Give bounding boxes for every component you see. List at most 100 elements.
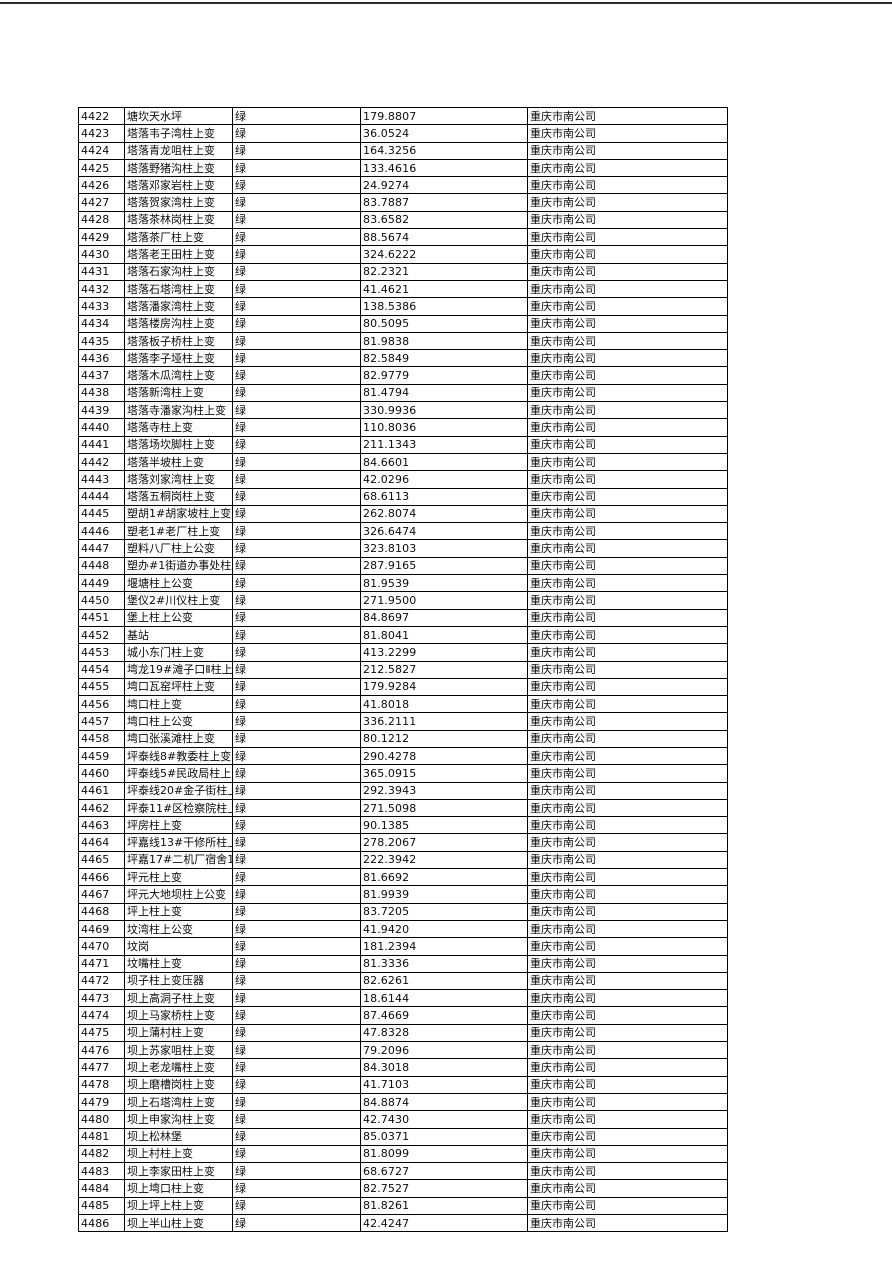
row-name-cell: 塔落邓家岩柱上变 (124, 176, 233, 195)
row-name-cell: 塆口柱上变 (124, 695, 233, 714)
row-state-cell: 绿 (232, 1179, 361, 1198)
row-id-cell: 4447 (78, 539, 125, 558)
row-value-cell: 24.9274 (360, 176, 528, 195)
row-organization-cell: 重庆市南公司 (527, 383, 728, 403)
row-value-cell: 222.3942 (360, 850, 528, 870)
row-id-cell: 4429 (78, 228, 125, 247)
row-state-cell: 绿 (232, 556, 361, 576)
row-state-cell: 绿 (232, 937, 361, 956)
row-value-cell: 79.2096 (360, 1041, 528, 1060)
row-value-cell: 82.6261 (360, 971, 528, 991)
row-organization-cell: 重庆市南公司 (527, 1213, 728, 1233)
row-name-cell: 坝上塆口柱上变 (124, 1179, 233, 1198)
row-id-cell: 4434 (78, 314, 125, 333)
row-name-cell: 塔落李子垭柱上变 (124, 349, 233, 368)
row-value-cell: 47.8328 (360, 1023, 528, 1043)
row-id-cell: 4430 (78, 245, 125, 264)
row-name-cell: 塆口柱上公变 (124, 712, 233, 731)
row-id-cell: 4436 (78, 349, 125, 368)
row-state-cell: 绿 (232, 210, 361, 230)
row-value-cell: 36.0524 (360, 124, 528, 143)
row-organization-cell: 重庆市南公司 (527, 435, 728, 454)
row-organization-cell: 重庆市南公司 (527, 816, 728, 835)
row-organization-cell: 重庆市南公司 (527, 764, 728, 783)
row-id-cell: 4473 (78, 989, 125, 1008)
row-state-cell: 绿 (232, 1162, 361, 1181)
table-row: 4476 坝上苏家咀柱上变绿 79.2096 重庆市南公司 (78, 1041, 728, 1060)
row-value-cell: 81.8261 (360, 1196, 528, 1216)
row-id-cell: 4478 (78, 1075, 125, 1094)
row-value-cell: 83.7887 (360, 193, 528, 212)
row-state-cell: 绿 (232, 954, 361, 973)
row-organization-cell: 重庆市南公司 (527, 902, 728, 921)
row-id-cell: 4432 (78, 279, 125, 299)
row-state-cell: 绿 (232, 885, 361, 904)
records-table: 4422 塘坎天水坪绿 179.8807 重庆市南公司 4423 塔落韦子湾柱上变绿 36.… (78, 106, 728, 1233)
row-name-cell: 塔落青龙咀柱上变 (124, 141, 233, 160)
row-name-cell: 坪元大地坝柱上公变 (124, 885, 233, 904)
table-row: 4473 坝上高洞子柱上变绿 18.6144 重庆市南公司 (78, 989, 728, 1008)
row-name-cell: 塔落半坡柱上变 (124, 452, 233, 472)
row-state-cell: 绿 (232, 1092, 361, 1112)
row-id-cell: 4444 (78, 487, 125, 506)
row-state-cell: 绿 (232, 314, 361, 333)
row-state-cell: 绿 (232, 1058, 361, 1077)
table-row: 4449 堰塘柱上公变绿 81.9539 重庆市南公司 (78, 574, 728, 593)
row-value-cell: 290.4278 (360, 746, 528, 766)
row-id-cell: 4486 (78, 1213, 125, 1233)
row-id-cell: 4455 (78, 677, 125, 697)
row-id-cell: 4470 (78, 937, 125, 956)
row-name-cell: 塆龙19#滩子口Ⅱ柱上变 (124, 660, 233, 679)
row-state-cell: 绿 (232, 902, 361, 921)
row-state-cell: 绿 (232, 1196, 361, 1216)
table-row: 4478 坝上磨槽岗柱上变绿 41.7103 重庆市南公司 (78, 1075, 728, 1094)
row-organization-cell: 重庆市南公司 (527, 1075, 728, 1094)
row-value-cell: 84.8697 (360, 608, 528, 627)
row-organization-cell: 重庆市南公司 (527, 401, 728, 420)
row-name-cell: 坝上松林堡 (124, 1127, 233, 1146)
table-row: 4469 坟湾柱上公变绿 41.9420 重庆市南公司 (78, 919, 728, 939)
row-organization-cell: 重庆市南公司 (527, 193, 728, 212)
table-row: 4452 基站绿 81.8041 重庆市南公司 (78, 625, 728, 645)
table-row: 4450 堡仪2#川仪柱上变绿 271.9500 重庆市南公司 (78, 591, 728, 610)
row-id-cell: 4485 (78, 1196, 125, 1216)
table-row: 4475 坝上蒲村柱上变绿 47.8328 重庆市南公司 (78, 1023, 728, 1043)
row-value-cell: 81.9539 (360, 574, 528, 593)
row-value-cell: 110.8036 (360, 418, 528, 437)
row-organization-cell: 重庆市南公司 (527, 608, 728, 627)
row-state-cell: 绿 (232, 1110, 361, 1129)
row-id-cell: 4469 (78, 919, 125, 939)
row-id-cell: 4479 (78, 1092, 125, 1112)
row-id-cell: 4425 (78, 158, 125, 178)
row-value-cell: 41.4621 (360, 279, 528, 299)
row-name-cell: 坝上老龙嘴柱上变 (124, 1058, 233, 1077)
row-organization-cell: 重庆市南公司 (527, 279, 728, 299)
table-row: 4422 塘坎天水坪绿 179.8807 重庆市南公司 (78, 106, 728, 126)
row-name-cell: 塔落楼房沟柱上变 (124, 314, 233, 333)
row-value-cell: 42.4247 (360, 1213, 528, 1233)
row-id-cell: 4465 (78, 850, 125, 870)
row-state-cell: 绿 (232, 625, 361, 645)
row-organization-cell: 重庆市南公司 (527, 504, 728, 524)
row-value-cell: 81.3336 (360, 954, 528, 973)
row-name-cell: 塘坎天水坪 (124, 106, 233, 126)
row-state-cell: 绿 (232, 470, 361, 489)
row-organization-cell: 重庆市南公司 (527, 124, 728, 143)
row-organization-cell: 重庆市南公司 (527, 591, 728, 610)
table-row: 4424 塔落青龙咀柱上变绿 164.3256 重庆市南公司 (78, 141, 728, 160)
row-value-cell: 271.9500 (360, 591, 528, 610)
table-row: 4442 塔落半坡柱上变绿 84.6601 重庆市南公司 (78, 452, 728, 472)
row-organization-cell: 重庆市南公司 (527, 746, 728, 766)
row-organization-cell: 重庆市南公司 (527, 729, 728, 748)
row-id-cell: 4459 (78, 746, 125, 766)
row-name-cell: 塔落寺柱上变 (124, 418, 233, 437)
row-id-cell: 4453 (78, 643, 125, 662)
row-state-cell: 绿 (232, 124, 361, 143)
row-state-cell: 绿 (232, 297, 361, 316)
row-state-cell: 绿 (232, 401, 361, 420)
table-row: 4458 塆口张溪滩柱上变绿 80.1212 重庆市南公司 (78, 729, 728, 748)
row-organization-cell: 重庆市南公司 (527, 781, 728, 800)
row-value-cell: 82.7527 (360, 1179, 528, 1198)
